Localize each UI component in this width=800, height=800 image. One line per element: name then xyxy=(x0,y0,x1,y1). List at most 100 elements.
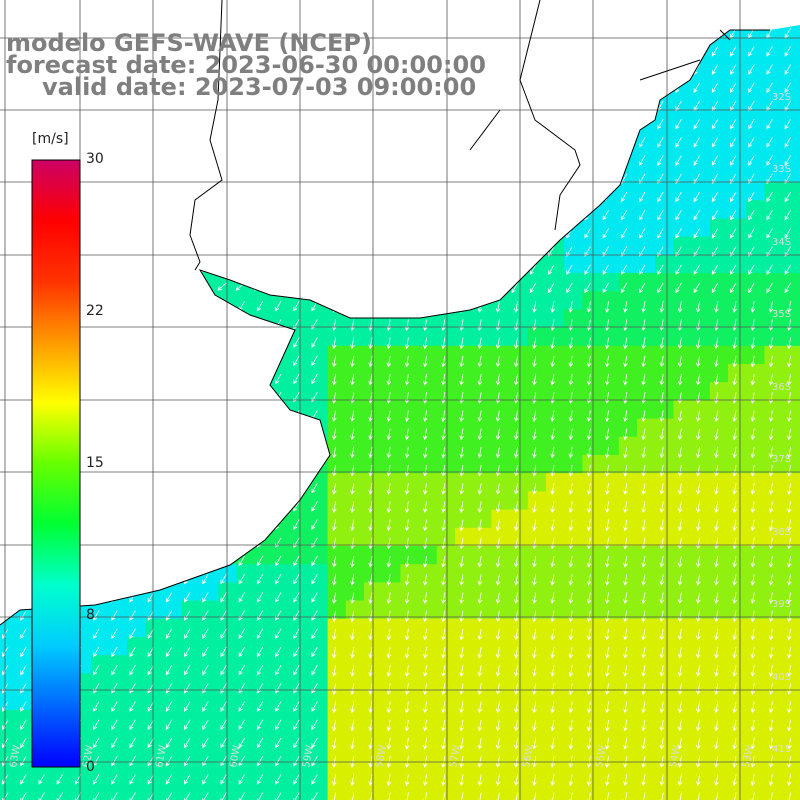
wind-speed-cell xyxy=(673,618,693,638)
wind-arrow xyxy=(693,137,700,148)
wind-arrow xyxy=(386,683,392,696)
wind-speed-cell xyxy=(618,273,638,292)
wind-speed-cell xyxy=(691,673,711,693)
wind-arrow xyxy=(641,501,646,514)
wind-speed-cell xyxy=(746,182,765,201)
wind-speed-cell xyxy=(127,746,147,765)
wind-arrow xyxy=(623,683,628,696)
wind-arrow xyxy=(293,300,300,312)
wind-speed-cell xyxy=(254,600,274,620)
wind-arrow xyxy=(495,446,501,459)
wind-arrow xyxy=(332,428,337,441)
wind-speed-cell xyxy=(455,746,474,765)
wind-speed-cell xyxy=(509,473,529,492)
wind-arrow xyxy=(748,100,755,112)
wind-speed-cell xyxy=(309,764,329,784)
wind-arrow xyxy=(659,301,665,313)
wind-arrow xyxy=(111,701,118,712)
wind-speed-cell xyxy=(746,327,765,347)
wind-arrow xyxy=(711,82,719,94)
wind-speed-cell xyxy=(546,327,565,347)
wind-speed-cell xyxy=(473,509,492,529)
wind-arrow xyxy=(548,264,555,276)
wind-speed-cell xyxy=(145,709,165,729)
wind-speed-cell xyxy=(709,527,729,547)
wind-speed-cell xyxy=(782,236,800,256)
wind-arrow xyxy=(423,774,428,787)
wind-speed-cell xyxy=(236,637,256,656)
wind-arrow xyxy=(350,774,355,787)
wind-speed-cell xyxy=(673,527,693,547)
wind-speed-cell xyxy=(618,764,638,784)
wind-speed-cell xyxy=(709,491,729,511)
wind-speed-cell xyxy=(254,782,274,800)
wind-arrow xyxy=(238,610,245,621)
wind-arrow xyxy=(386,737,392,750)
wind-speed-cell xyxy=(655,200,674,219)
wind-arrow xyxy=(784,155,791,166)
wind-arrow xyxy=(275,300,282,312)
wind-speed-cell xyxy=(691,127,711,147)
wind-arrow xyxy=(441,537,446,550)
wind-speed-cell xyxy=(618,436,638,456)
wind-speed-cell xyxy=(564,327,583,347)
wind-speed-cell xyxy=(109,655,128,674)
wind-speed-cell xyxy=(54,764,74,784)
title-forecast-date: forecast date: 2023-06-30 00:00:00 xyxy=(6,51,486,79)
wind-arrow xyxy=(605,665,610,677)
wind-arrow xyxy=(677,610,683,623)
wind-speed-cell xyxy=(327,491,347,511)
wind-speed-cell xyxy=(782,673,800,693)
wind-arrow xyxy=(750,701,756,714)
wind-speed-cell xyxy=(655,728,674,747)
wind-speed-cell xyxy=(600,400,620,420)
wind-speed-cell xyxy=(473,709,492,729)
wind-speed-cell xyxy=(345,546,365,565)
wind-arrow xyxy=(165,737,173,749)
wind-arrow xyxy=(657,191,664,203)
wind-arrow xyxy=(293,792,300,800)
wind-speed-cell xyxy=(637,728,656,747)
wind-speed-cell xyxy=(91,655,110,674)
wind-speed-cell xyxy=(273,782,292,800)
wind-speed-cell xyxy=(782,473,800,492)
wind-arrow xyxy=(641,665,646,677)
wind-arrow xyxy=(477,701,483,714)
wind-arrow xyxy=(787,646,792,659)
wind-speed-cell xyxy=(327,637,347,656)
wind-arrow xyxy=(568,592,574,605)
wind-arrow xyxy=(332,410,337,423)
wind-speed-cell xyxy=(382,582,401,602)
wind-speed-cell xyxy=(764,618,784,638)
wind-speed-cell xyxy=(600,509,620,529)
wind-speed-cell xyxy=(527,746,547,765)
wind-speed-cell xyxy=(709,618,729,638)
wind-speed-cell xyxy=(200,582,219,602)
wind-arrow xyxy=(605,792,610,800)
wind-speed-cell xyxy=(691,163,711,183)
wind-speed-cell xyxy=(418,782,438,800)
wind-arrow xyxy=(275,555,282,567)
wind-speed-cell xyxy=(564,527,583,547)
wind-speed-cell xyxy=(709,109,729,128)
wind-arrow xyxy=(641,355,646,368)
wind-speed-cell xyxy=(291,546,310,565)
wind-arrow xyxy=(641,319,646,332)
wind-speed-cell xyxy=(345,473,365,492)
wind-arrow xyxy=(677,392,683,404)
wind-arrow xyxy=(714,555,719,568)
wind-arrow xyxy=(311,628,318,640)
wind-speed-cell xyxy=(345,673,365,693)
wind-speed-cell xyxy=(509,782,529,800)
wind-arrow xyxy=(386,428,392,441)
wind-arrow xyxy=(404,537,410,550)
wind-speed-cell xyxy=(182,782,201,800)
wind-speed-cell xyxy=(236,764,256,784)
wind-arrow xyxy=(693,209,700,221)
wind-arrow xyxy=(659,628,665,641)
wind-arrow xyxy=(441,519,446,532)
lon-label: 53W xyxy=(741,744,756,768)
wind-speed-cell xyxy=(709,218,729,238)
wind-arrow xyxy=(766,137,773,148)
wind-speed-cell xyxy=(145,691,165,711)
